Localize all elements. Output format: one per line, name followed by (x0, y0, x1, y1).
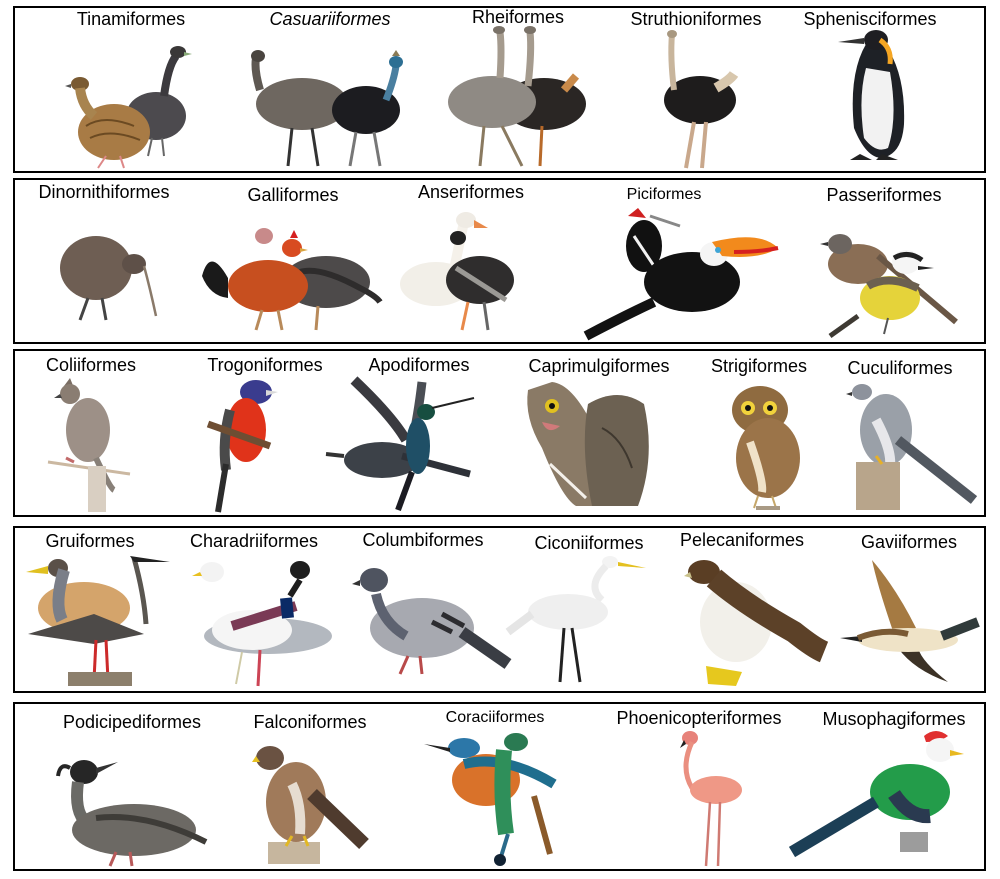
order-label-anseriformes: Anseriformes (417, 182, 525, 202)
hawk-icon (252, 744, 369, 866)
flamingo-icon (676, 728, 746, 868)
trogon-icon (206, 380, 282, 516)
order-label-apodiformes: Apodiformes (368, 355, 470, 375)
order-label-tinamiformes: Tinamiformes (76, 9, 186, 29)
order-label-falconiformes: Falconiformes (253, 712, 367, 732)
pigeon-icon (352, 566, 512, 682)
order-label-phoenicopteriformes: Phoenicopteriformes (616, 708, 782, 728)
booby-icon (684, 554, 829, 688)
loon-icon (838, 558, 980, 684)
crane-rail-icon (24, 554, 172, 688)
order-label-cuculiformes: Cuculiformes (847, 358, 953, 378)
order-label-gaviiformes: Gaviiformes (860, 532, 958, 552)
gull-lapwing-icon (192, 556, 340, 690)
swift-hummingbird-icon (322, 376, 478, 514)
tinamou-icon (64, 44, 194, 172)
order-label-piciformes: Piciformes (626, 186, 702, 203)
duck-goose-icon (396, 210, 530, 336)
rhea-icon (444, 26, 590, 170)
emu-cassowary-icon (246, 50, 416, 172)
grebe-icon (56, 752, 216, 870)
owl-icon (724, 382, 812, 512)
order-label-sphenisciformes: Sphenisciformes (803, 9, 937, 29)
ostrich-icon (654, 30, 739, 172)
penguin-icon (836, 28, 912, 162)
order-label-coliiformes: Coliiformes (45, 355, 137, 375)
order-label-columbiformes: Columbiformes (362, 530, 484, 550)
order-label-strigiformes: Strigiformes (710, 356, 808, 376)
cuckoo-icon (846, 380, 980, 512)
order-label-caprimulgiformes: Caprimulgiformes (528, 356, 670, 376)
order-label-casuariiformes: Casuariiformes (269, 9, 391, 29)
order-label-galliformes: Galliformes (247, 185, 339, 205)
order-label-rheiformes: Rheiformes (471, 7, 565, 27)
woodpecker-toucan-icon (583, 206, 784, 341)
row-box-3 (13, 349, 986, 517)
order-label-podicipediformes: Podicipediformes (62, 712, 202, 732)
order-label-ciconiiformes: Ciconiiformes (534, 533, 644, 553)
rooster-turkey-icon (200, 226, 383, 334)
order-label-passeriformes: Passeriformes (826, 185, 942, 205)
order-label-coraciiformes: Coraciiformes (445, 709, 545, 726)
order-label-trogoniformes: Trogoniformes (207, 355, 323, 375)
kingfisher-motmot-icon (424, 733, 558, 866)
row-box-4 (13, 526, 986, 693)
egret-icon (505, 556, 650, 688)
turaco-icon (788, 728, 966, 858)
kiwi-icon (50, 228, 160, 324)
order-label-pelecaniformes: Pelecaniformes (679, 530, 805, 550)
order-label-charadriiformes: Charadriiformes (189, 531, 319, 551)
order-label-dinornithiformes: Dinornithiformes (38, 182, 170, 202)
mousebird-icon (47, 378, 136, 514)
potoo-nightjar-icon (522, 378, 656, 510)
order-label-musophagiformes: Musophagiformes (822, 709, 966, 729)
order-label-struthioniformes: Struthioniformes (630, 9, 762, 29)
sparrow-kiskadee-icon (818, 226, 960, 339)
order-label-gruiformes: Gruiformes (45, 531, 135, 551)
